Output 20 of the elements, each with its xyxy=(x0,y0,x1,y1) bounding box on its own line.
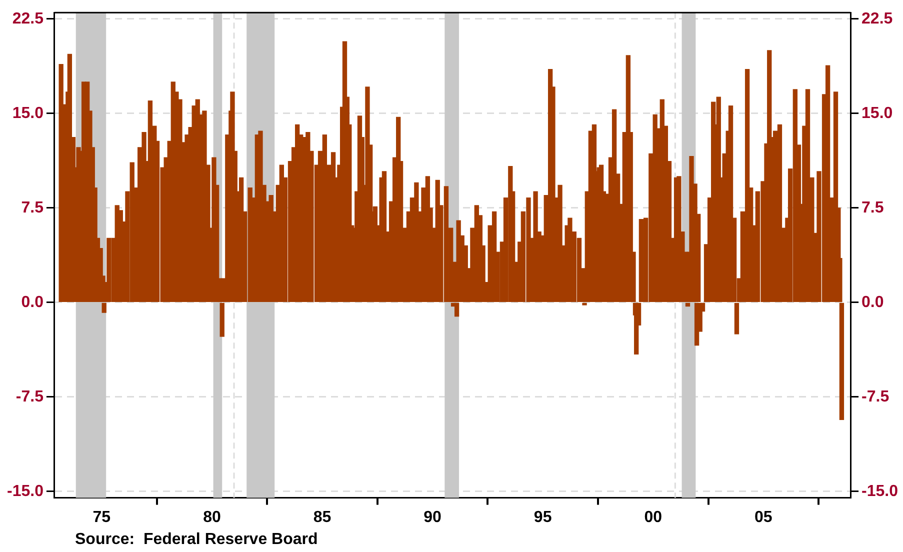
x-tick-label: 80 xyxy=(203,508,221,526)
x-tick-label: 90 xyxy=(424,508,442,526)
x-tick-label: 85 xyxy=(313,508,332,526)
source-note: Source: Federal Reserve Board xyxy=(75,531,318,549)
x-tick-label: 05 xyxy=(754,508,772,526)
y-tick-label: 0.0 xyxy=(21,294,44,311)
x-tick-label: 00 xyxy=(644,508,662,526)
y2-tick-label: -15.0 xyxy=(862,482,898,500)
y2-tick-label: 0.0 xyxy=(862,294,884,311)
y-tick-label: -7.5 xyxy=(16,388,44,406)
y2-tick-label: 15.0 xyxy=(862,104,893,122)
y-tick-label: 7.5 xyxy=(21,199,44,216)
y-tick-label: -15.0 xyxy=(7,482,44,500)
y-tick-label: 15.0 xyxy=(12,104,44,122)
y2-tick-label: 22.5 xyxy=(862,10,893,28)
y2-tick-label: -7.5 xyxy=(862,388,890,406)
y2-tick-label: 7.5 xyxy=(862,199,884,216)
y-tick-label: 22.5 xyxy=(12,10,44,28)
x-tick-label: 75 xyxy=(92,508,111,526)
x-tick-label: 95 xyxy=(534,508,552,526)
